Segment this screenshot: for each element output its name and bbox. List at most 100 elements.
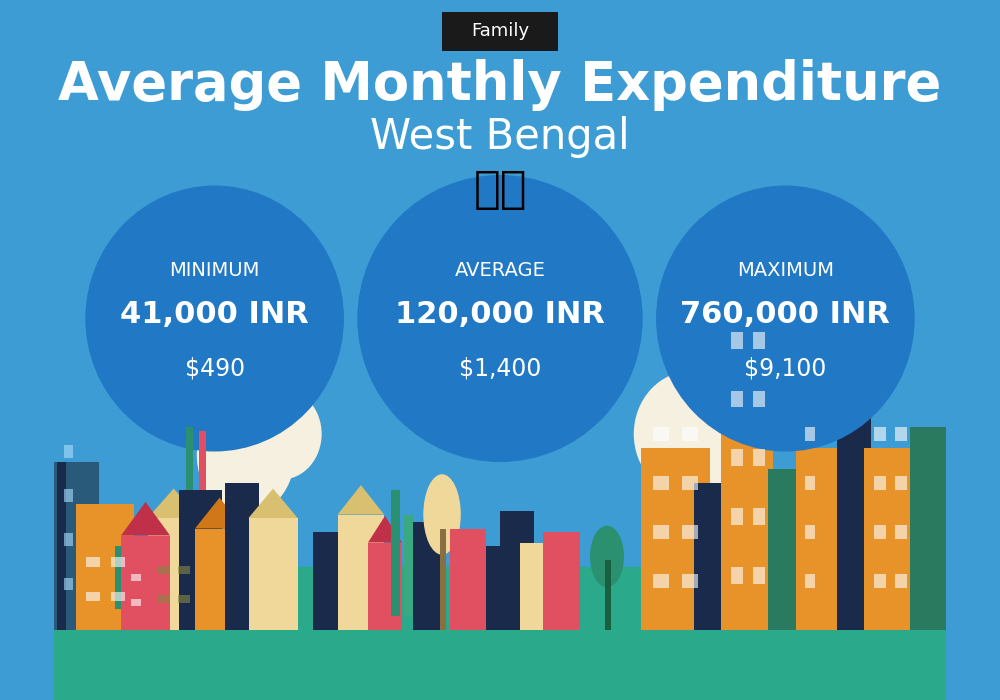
- Bar: [179, 490, 222, 630]
- Polygon shape: [249, 489, 298, 518]
- Bar: [178, 595, 190, 603]
- Text: MINIMUM: MINIMUM: [169, 261, 260, 281]
- Polygon shape: [368, 516, 402, 542]
- Bar: [440, 528, 446, 630]
- Bar: [731, 332, 743, 349]
- Bar: [199, 430, 206, 490]
- Bar: [64, 578, 73, 590]
- Text: MAXIMUM: MAXIMUM: [737, 261, 834, 281]
- Bar: [753, 391, 765, 407]
- Text: AVERAGE: AVERAGE: [455, 261, 545, 281]
- Bar: [805, 427, 815, 441]
- Bar: [64, 489, 73, 502]
- Bar: [157, 566, 169, 574]
- Bar: [653, 427, 669, 441]
- Text: $490: $490: [185, 357, 245, 381]
- Polygon shape: [121, 502, 170, 536]
- Text: $1,400: $1,400: [459, 357, 541, 381]
- Bar: [543, 532, 580, 630]
- Text: 41,000 INR: 41,000 INR: [120, 300, 309, 330]
- Bar: [910, 427, 946, 630]
- Ellipse shape: [683, 364, 772, 462]
- Bar: [641, 448, 710, 630]
- Ellipse shape: [590, 526, 624, 587]
- Bar: [721, 427, 773, 630]
- Bar: [186, 427, 193, 490]
- Polygon shape: [338, 485, 384, 514]
- Polygon shape: [195, 498, 244, 528]
- Text: Family: Family: [471, 22, 529, 41]
- Ellipse shape: [634, 371, 750, 497]
- Bar: [520, 542, 555, 630]
- Bar: [731, 391, 743, 407]
- Bar: [404, 514, 413, 616]
- Bar: [54, 567, 946, 700]
- Bar: [864, 448, 916, 630]
- Bar: [157, 595, 169, 603]
- Ellipse shape: [423, 475, 461, 554]
- Bar: [605, 560, 611, 630]
- Bar: [313, 532, 347, 630]
- Bar: [131, 574, 141, 581]
- Bar: [225, 483, 259, 630]
- Bar: [753, 332, 765, 349]
- Polygon shape: [692, 357, 799, 441]
- Bar: [111, 557, 125, 567]
- Bar: [895, 574, 907, 588]
- Bar: [500, 511, 534, 630]
- Bar: [682, 476, 698, 490]
- Bar: [731, 508, 743, 525]
- Text: 🇮🇳: 🇮🇳: [473, 167, 527, 211]
- Bar: [249, 518, 298, 630]
- FancyBboxPatch shape: [442, 12, 558, 51]
- Bar: [874, 574, 886, 588]
- Text: $9,100: $9,100: [744, 357, 827, 381]
- Bar: [111, 592, 125, 601]
- Bar: [895, 525, 907, 539]
- Bar: [682, 574, 698, 588]
- Bar: [178, 566, 190, 574]
- Bar: [768, 469, 801, 630]
- Text: 760,000 INR: 760,000 INR: [680, 300, 890, 330]
- Ellipse shape: [241, 389, 322, 480]
- Bar: [805, 476, 815, 490]
- Text: West Bengal: West Bengal: [370, 116, 630, 158]
- Bar: [653, 525, 669, 539]
- Bar: [450, 528, 486, 630]
- Bar: [874, 427, 886, 441]
- Bar: [57, 462, 66, 630]
- Ellipse shape: [85, 186, 344, 452]
- Bar: [796, 448, 842, 630]
- Polygon shape: [148, 489, 199, 518]
- Bar: [837, 413, 871, 630]
- Bar: [731, 567, 743, 584]
- Bar: [753, 449, 765, 466]
- Bar: [54, 462, 99, 630]
- Bar: [338, 514, 384, 630]
- Bar: [874, 476, 886, 490]
- Bar: [64, 445, 73, 458]
- Bar: [195, 528, 244, 630]
- Bar: [682, 427, 698, 441]
- Bar: [368, 542, 402, 630]
- Text: 120,000 INR: 120,000 INR: [395, 300, 605, 330]
- Bar: [391, 490, 400, 616]
- Bar: [694, 483, 728, 630]
- Bar: [895, 427, 907, 441]
- Bar: [64, 533, 73, 546]
- Bar: [148, 518, 199, 630]
- Bar: [731, 449, 743, 466]
- Bar: [86, 557, 100, 567]
- Bar: [473, 546, 503, 630]
- Bar: [753, 567, 765, 584]
- Bar: [805, 525, 815, 539]
- Polygon shape: [182, 384, 274, 456]
- Ellipse shape: [357, 175, 643, 462]
- Bar: [413, 522, 446, 630]
- Bar: [131, 598, 141, 606]
- Bar: [682, 525, 698, 539]
- Bar: [115, 546, 134, 609]
- Bar: [121, 536, 170, 630]
- Bar: [653, 574, 669, 588]
- Ellipse shape: [656, 186, 915, 452]
